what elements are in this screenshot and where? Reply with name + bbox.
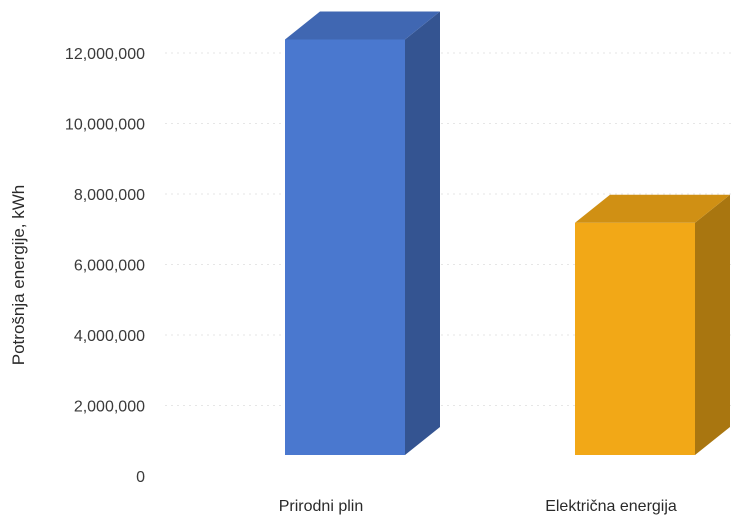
y-tick-label: 8,000,000	[74, 187, 145, 204]
x-category-label: Električna energija	[545, 498, 677, 515]
x-axis-labels: Prirodni plin Električna energija	[279, 498, 677, 515]
y-tick-label: 12,000,000	[65, 46, 145, 63]
y-tick-label: 0	[136, 469, 145, 486]
bar-front-face	[575, 222, 695, 455]
grid-layer	[165, 52, 733, 406]
y-tick-label: 10,000,000	[65, 117, 145, 134]
y-axis-ticks: 0 2,000,000 4,000,000 6,000,000 8,000,000 10,…	[65, 46, 145, 486]
y-tick-label: 6,000,000	[74, 258, 145, 275]
y-tick-label: 4,000,000	[74, 328, 145, 345]
bars	[285, 11, 730, 455]
bar	[575, 194, 730, 455]
x-category-label: Prirodni plin	[279, 498, 363, 515]
bar-top-face	[575, 194, 730, 223]
bar-front-face	[285, 39, 405, 455]
bar-side-face	[695, 194, 730, 455]
bar-top-face	[285, 11, 440, 40]
y-axis-title: Potrošnja energije, kWh	[9, 185, 28, 365]
y-tick-label: 2,000,000	[74, 399, 145, 416]
bar-side-face	[405, 11, 440, 455]
bar	[285, 11, 440, 455]
